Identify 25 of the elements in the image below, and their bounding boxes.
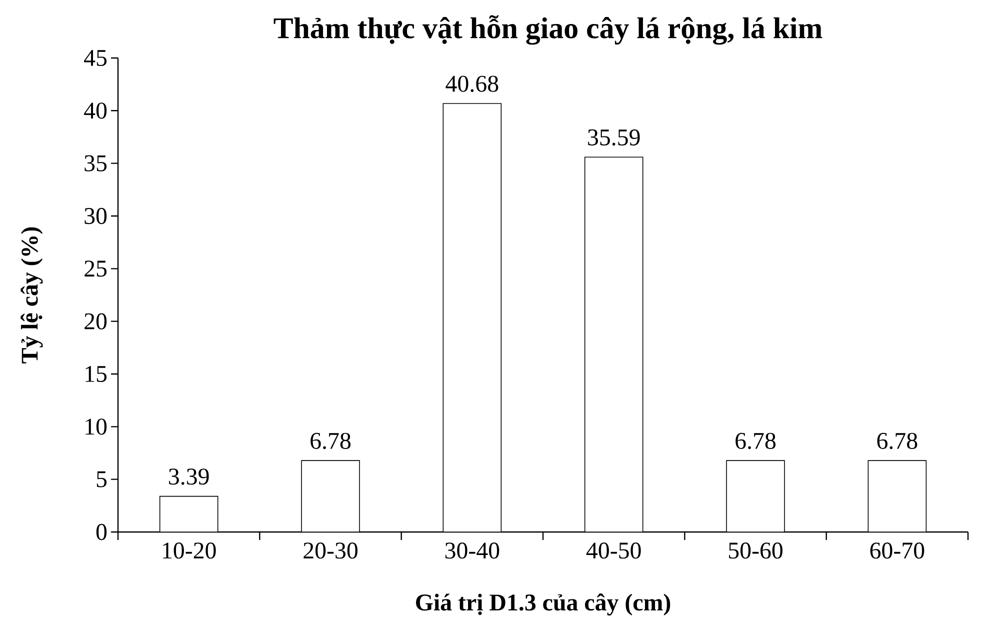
x-tick-label: 60-70 <box>870 542 924 559</box>
y-axis-title: Tỷ lệ cây (%) <box>20 227 43 364</box>
data-label: 6.78 <box>736 432 776 450</box>
y-tick-label: 25 <box>84 260 107 277</box>
x-tick-label: 20-30 <box>304 542 358 559</box>
y-tick-label: 40 <box>84 102 107 119</box>
x-tick-label: 30-40 <box>445 542 500 559</box>
x-tick-label: 50-60 <box>729 542 782 559</box>
data-label: 6.78 <box>310 432 351 450</box>
x-tick-label: 40-50 <box>586 542 641 559</box>
chart-title: Thảm thực vật hỗn giao cây lá rộng, lá kim <box>274 15 822 45</box>
y-tick-label: 15 <box>86 366 107 382</box>
data-label: 3.39 <box>169 468 209 485</box>
x-tick-label: 10-20 <box>163 542 216 559</box>
y-tick-label: 5 <box>96 471 107 488</box>
y-tick-label: 10 <box>86 418 107 435</box>
y-tick-label: 20 <box>84 313 107 330</box>
data-label: 35.59 <box>588 129 640 146</box>
data-label: 6.78 <box>877 432 918 450</box>
y-tick-label: 45 <box>84 50 107 66</box>
x-axis-title: Giá trị D1.3 của cây (cm) <box>416 593 670 616</box>
data-label: 40.68 <box>446 76 498 92</box>
y-tick-label: 35 <box>84 155 107 172</box>
y-tick-label: 30 <box>84 208 107 224</box>
y-tick-label: 0 <box>96 524 107 540</box>
